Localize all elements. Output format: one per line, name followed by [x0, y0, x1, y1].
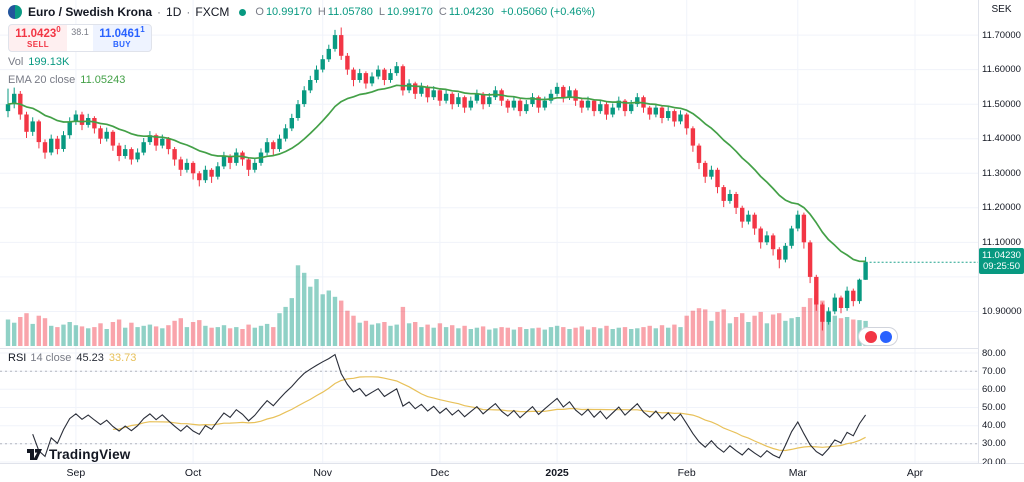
sell-dot-icon [864, 330, 877, 343]
rsi-value: 45.23 [76, 352, 104, 364]
series-marker-dot-icon [239, 8, 247, 16]
price-axis-label: 11.50000 [982, 98, 1021, 110]
high-label: H [317, 6, 326, 18]
price-axis-label: 10.90000 [982, 306, 1022, 317]
rsi-axis-label: 70.00 [982, 365, 1006, 377]
price-axis-border [978, 0, 979, 463]
time-axis[interactable]: Sep Oct Nov Dec 2025 Feb Mar Apr [0, 464, 1024, 482]
buy-dot-icon [879, 330, 892, 343]
separator: · [157, 5, 162, 19]
price-axis-label: 11.30000 [982, 167, 1021, 179]
symbol-logo-icon [8, 5, 22, 19]
last-price-label: 11.04230 09:25:50 [979, 248, 1024, 275]
ema-line [7, 84, 866, 263]
interval-label[interactable]: 1D [166, 5, 182, 19]
rsi-axis-label: 20.00 [982, 456, 1006, 468]
close-label: C [438, 6, 447, 18]
rsi-legend[interactable]: RSI 14 close 45.23 33.73 [8, 352, 136, 364]
chart-canvas[interactable] [0, 0, 978, 463]
rsi-axis-label: 30.00 [982, 438, 1006, 450]
time-axis-label: Sep [66, 467, 86, 479]
volume-bars [5, 265, 868, 346]
time-axis-label: Apr [906, 467, 924, 479]
low-value: 10.99170 [386, 6, 433, 18]
tradingview-logo-text: TradingView [49, 447, 131, 462]
volume-label: Vol [8, 56, 24, 68]
trade-widget: 11.04230 SELL 38.1 11.04611 BUY [8, 24, 152, 52]
time-axis-label: Dec [430, 467, 450, 479]
rsi-label: RSI [8, 352, 27, 364]
time-axis-label: Oct [184, 467, 202, 479]
time-axis-label: Mar [788, 467, 807, 479]
time-axis-label: Nov [313, 467, 333, 479]
sell-label: SELL [26, 39, 50, 49]
spread-value: 38.1 [67, 25, 93, 51]
rsi-axis-label: 60.00 [982, 383, 1006, 395]
candlesticks [5, 27, 868, 331]
last-price-value: 11.04230 [982, 250, 1021, 262]
rsi-smoothing-line [112, 376, 866, 452]
pane-separator[interactable] [0, 348, 1024, 349]
volume-legend[interactable]: Vol 199.13K [8, 56, 69, 68]
rsi-line [32, 353, 867, 459]
time-axis-label: 2025 [545, 467, 569, 479]
sell-price: 11.04230 [15, 25, 61, 41]
ema-legend[interactable]: EMA 20 close 11.05243 [8, 74, 125, 86]
price-axis-label: 11.10000 [982, 236, 1021, 248]
open-label: O [255, 6, 264, 18]
separator: · [186, 5, 191, 19]
symbol-legend[interactable]: Euro / Swedish Krona · 1D · FXCM O 10.991… [8, 5, 595, 19]
buy-label: BUY [112, 39, 132, 49]
rsi-band-lines [0, 370, 978, 445]
tradingview-mark-icon [27, 448, 42, 460]
bar-countdown: 09:25:50 [983, 261, 1020, 273]
buy-price: 11.04611 [99, 25, 145, 41]
symbol-name[interactable]: Euro / Swedish Krona [28, 5, 153, 19]
price-axis-label: 11.20000 [982, 202, 1021, 214]
ema-label: EMA 20 close [8, 74, 76, 86]
exchange-label[interactable]: FXCM [195, 5, 230, 19]
horizontal-gridlines [0, 34, 978, 463]
ema-value: 11.05243 [80, 74, 126, 86]
rsi-smoothing-value: 33.73 [108, 352, 137, 364]
tradingview-logo[interactable]: TradingView [26, 447, 130, 462]
time-axis-label: Feb [677, 467, 696, 479]
quick-trade-widget[interactable] [858, 327, 898, 346]
rsi-params: 14 close [30, 352, 72, 364]
rsi-axis-label: 40.00 [982, 420, 1006, 432]
vertical-gridlines [75, 0, 916, 463]
change-value: +0.05060 (+0.46%) [500, 6, 596, 18]
buy-button[interactable]: 11.04611 BUY [93, 25, 151, 51]
sell-button[interactable]: 11.04230 SELL [9, 25, 67, 51]
price-axis[interactable]: SEK 11.04230 09:25:50 11.70000 11.60000 11… [979, 0, 1024, 468]
time-axis-border [0, 463, 1024, 464]
price-axis-label: 11.70000 [982, 29, 1021, 41]
low-label: L [378, 6, 385, 18]
price-axis-label: 11.40000 [982, 133, 1021, 145]
volume-value: 199.13K [28, 56, 70, 68]
currency-label[interactable]: SEK [991, 4, 1012, 15]
open-value: 10.99170 [265, 6, 312, 18]
rsi-axis-label: 80.00 [982, 347, 1006, 359]
close-value: 11.04230 [448, 6, 494, 18]
price-axis-label: 11.60000 [982, 64, 1021, 76]
rsi-axis-label: 50.00 [982, 402, 1006, 413]
high-value: 11.05780 [327, 6, 373, 18]
